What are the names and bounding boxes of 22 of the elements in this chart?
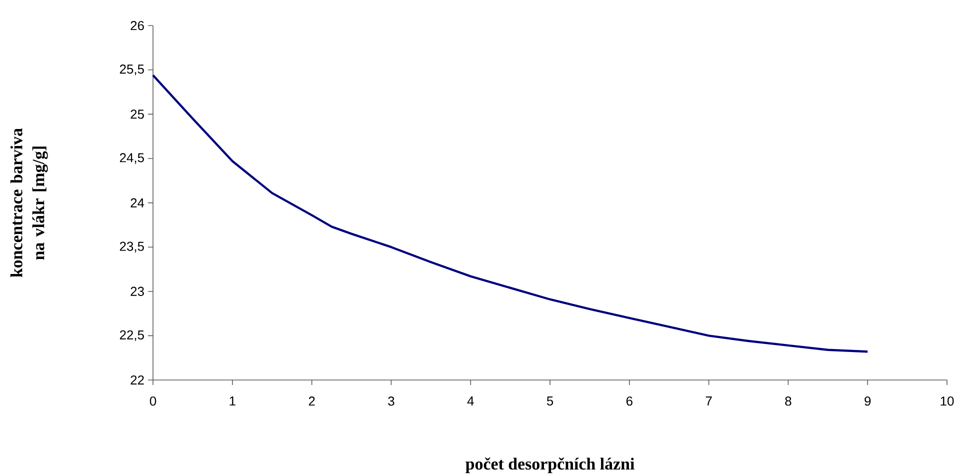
x-tick-label: 8 [785,396,792,406]
y-axis-title: koncentrace barviva na vlákr [mg/g] [10,128,48,277]
x-tick-label: 5 [546,396,554,406]
y-tick-label: 23,5 [120,242,144,252]
x-tick-label: 1 [230,396,236,406]
x-tick-label: 0 [150,396,156,406]
y-tick-label: 25,5 [120,64,144,76]
x-axis-title: počet desorpčních lázni [466,457,634,473]
y-tick-label: 24 [130,198,144,208]
x-tick-label: 2 [308,396,315,406]
y-tick-label: 25 [130,109,144,119]
x-tick-label: 3 [388,396,394,406]
y-tick-label: 22 [130,375,144,384]
y-tick-label: 26 [130,20,144,30]
y-tick-label: 22,5 [120,330,144,341]
x-tick-label: 6 [626,396,632,406]
x-tick-label: 9 [864,396,871,406]
y-tick-label: 23 [130,286,144,296]
x-tick-label: 4 [467,396,474,406]
x-tick-label: 10 [940,396,954,406]
x-tick-label: 7 [706,396,712,406]
y-tick-label: 24,5 [120,152,144,164]
